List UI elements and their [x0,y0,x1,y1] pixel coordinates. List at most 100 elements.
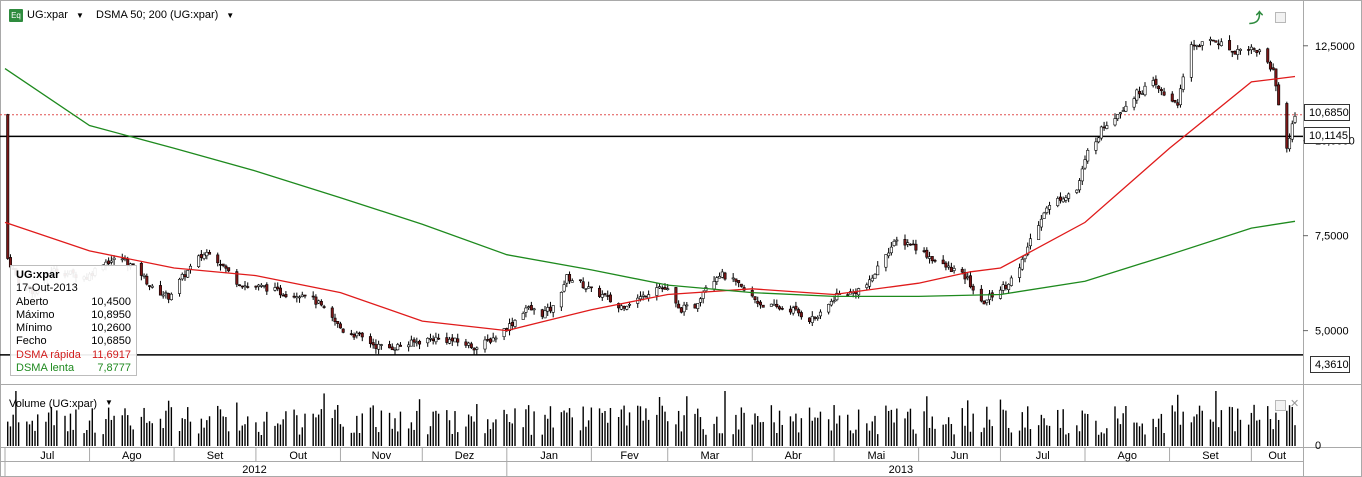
close-icon[interactable]: ✕ [1290,398,1300,410]
candle-body [1214,40,1218,43]
candle-body [502,328,506,337]
month-label: Set [207,450,224,462]
candle-body [603,293,607,295]
candle-body [524,307,528,313]
candle-body [928,256,932,259]
candle-body [551,305,555,313]
candle-body [1048,205,1052,210]
candle-body [186,270,190,278]
candle-body [1266,48,1270,63]
candle-body [925,249,929,258]
candle-body [906,242,910,245]
candle-body [317,300,321,304]
candle-body [112,257,116,260]
candle-body [445,337,449,343]
candle-body [873,274,877,279]
candle-body [1080,168,1084,182]
candle-body [895,239,899,242]
candle-body [218,264,222,266]
candle-body [1097,137,1101,143]
candle-body [1192,44,1196,47]
candle-body [1061,198,1065,203]
line-price-tag: 10,1145 [1304,127,1350,144]
candle-body [434,336,438,343]
year-label: 2013 [889,464,913,476]
tooltip-symbol: UG:xpar [16,269,60,281]
candle-body [243,285,247,288]
candle-body [1176,102,1180,106]
candle-body [731,277,735,280]
month-label: Fev [620,450,639,462]
candle-body [393,349,397,351]
candle-body [1007,284,1011,290]
candle-body [1293,115,1297,123]
candle-body [409,339,413,347]
year-label: 2012 [242,464,266,476]
tooltip-date: 17-Out-2013 [16,282,78,295]
volume-selector[interactable]: Volume (UG:xpar) ▼ [9,398,113,410]
volume-options-icon[interactable] [1275,400,1286,411]
candle-body [922,250,926,252]
candle-body [772,303,776,306]
candle-body [418,340,422,345]
chevron-down-icon: ▼ [75,10,84,20]
candle-body [985,299,989,303]
symbol-selector[interactable]: Eq UG:xpar ▼ [9,6,84,24]
candle-body [453,337,457,343]
candle-body [846,294,850,296]
candle-body [349,333,353,335]
candle-body [1121,110,1125,112]
month-label: Out [289,450,307,462]
month-label: Jul [1036,450,1050,462]
candle-body [756,300,760,304]
candle-body [300,294,304,297]
candle-body [148,285,152,287]
candle-body [456,338,460,343]
candle-body [483,339,487,350]
candle-body [161,294,165,297]
candle-body [720,271,724,278]
candle-body [150,285,154,288]
candle-body [428,338,432,340]
candle-body [903,239,907,246]
candle-body [1113,118,1117,126]
candle-body [568,274,572,282]
candle-body [960,268,964,273]
candle-body [663,287,667,290]
candle-body [472,348,476,351]
candle-body [884,254,888,268]
panel-options-icon[interactable] [1275,12,1286,23]
indicator-selector[interactable]: DSMA 50; 200 (UG:xpar) ▼ [96,6,234,24]
candle-body [655,287,659,296]
candle-body [1001,284,1005,291]
tooltip-row-fast-ma: DSMA rápida 11,6917 [16,348,131,361]
candle-body [813,317,817,319]
candle-body [1116,114,1120,120]
candle-body [467,342,471,346]
candle-body [278,287,282,296]
candle-body [808,317,812,322]
candle-body [827,304,831,313]
month-label: Jul [40,450,54,462]
candle-body [295,296,299,299]
candle-body [619,305,623,310]
candle-body [1219,41,1223,46]
candle-body [371,342,375,346]
candle-body [292,295,296,298]
candle-body [197,255,201,267]
candle-body [338,323,342,329]
candle-body [693,304,697,309]
candle-body [565,274,569,284]
candle-body [971,285,975,291]
trend-icon[interactable]: ⤴ [1249,10,1263,26]
candle-body [1154,78,1158,85]
candle-body [1249,46,1253,51]
candle-body [262,285,266,287]
candle-body [6,114,10,259]
candle-body [1026,246,1030,255]
y-tick-label: 5,0000 [1315,326,1349,338]
candle-body [199,254,203,258]
candle-body [753,296,757,300]
